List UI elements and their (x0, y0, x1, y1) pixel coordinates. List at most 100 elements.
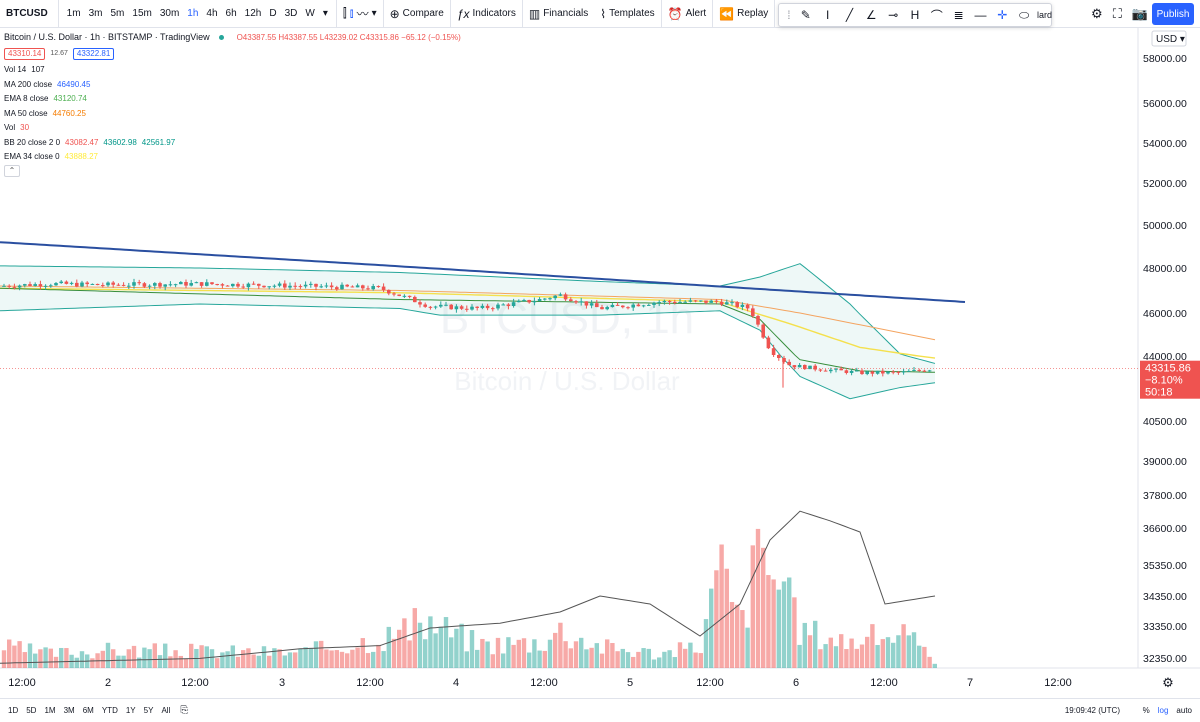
last-price-tag (1140, 360, 1200, 399)
indicator-value: 43888.27 (64, 152, 98, 162)
volume-bar (209, 649, 215, 668)
candle-body (870, 371, 875, 374)
financials-button[interactable]: ▥ Financials (521, 0, 594, 28)
camera-icon[interactable]: 📷 (1131, 6, 1148, 21)
interval-1m[interactable]: 1m (66, 7, 81, 19)
candle-body (59, 281, 63, 284)
range-3m[interactable]: 3M (63, 706, 75, 715)
interval-3m[interactable]: 3m (88, 7, 103, 19)
axis-settings-icon[interactable]: ⚙ (1162, 676, 1174, 691)
interval-5m[interactable]: 5m (110, 7, 125, 19)
alert-button[interactable]: ⏰ Alert (660, 0, 713, 28)
price-tick-label: 48000.00 (1143, 263, 1187, 275)
indicator-row[interactable]: Vol 30 (4, 121, 461, 136)
candle-body (704, 300, 708, 303)
volume-bar (735, 604, 740, 668)
symbol-search[interactable]: BTCUSD (0, 0, 59, 28)
measure-icon[interactable]: H (910, 8, 920, 22)
compare-button[interactable]: ⊕ Compare (382, 0, 450, 28)
indicator-row[interactable]: Vol 14 107 (4, 63, 461, 78)
volume-bar (527, 652, 532, 668)
candle-body (423, 304, 427, 307)
candle-body (579, 301, 583, 303)
range-6m[interactable]: 6M (82, 706, 94, 715)
volume-bar (547, 639, 553, 668)
fullscreen-icon[interactable]: ⛶ (1112, 6, 1122, 21)
indicator-row[interactable]: EMA 8 close 43120.74 (4, 92, 461, 107)
volume-bar (589, 647, 594, 668)
indicator-row[interactable]: MA 200 close 46490.45 (4, 77, 461, 92)
candle-body (418, 302, 422, 305)
candle-body (735, 302, 739, 307)
indicators-button[interactable]: ƒx Indicators (449, 0, 522, 28)
settings-icon[interactable]: ⚙ (1091, 6, 1103, 21)
interval-30m[interactable]: 30m (159, 7, 180, 19)
bid-price[interactable]: 43310.14 (4, 47, 46, 60)
price-tick-label: 35350.00 (1143, 560, 1187, 572)
candle-body (142, 283, 147, 287)
range-1y[interactable]: 1Y (125, 706, 136, 715)
drag-handle-icon[interactable]: ⁞ (787, 8, 791, 22)
indicator-row[interactable]: EMA 34 close 0 43888.27 (4, 150, 461, 165)
plus-circle-icon: ⊕ (389, 6, 400, 21)
log-toggle[interactable]: log (1157, 706, 1169, 715)
range-5d[interactable]: 5D (26, 706, 37, 715)
trend-line-icon[interactable]: ╱ (845, 8, 854, 22)
utc-clock[interactable]: 19:09:42 (UTC) (1064, 706, 1120, 715)
candle-body (813, 365, 817, 370)
range-1d[interactable]: 1D (8, 706, 19, 715)
brush-icon[interactable]: ✎ (800, 8, 811, 22)
candle-body (101, 285, 105, 287)
interval-4h[interactable]: 4h (206, 7, 218, 19)
indicator-row[interactable]: MA 50 close 44760.25 (4, 106, 461, 121)
volume-bar (303, 647, 308, 668)
bar-style-button[interactable]: ⫿ ⫾ 〰 ▾ (335, 0, 383, 28)
ask-price[interactable]: 43322.81 (72, 47, 115, 60)
series-title[interactable]: Bitcoin / U.S. Dollar · 1h · BITSTAMP · … (4, 32, 210, 43)
indicator-row[interactable]: BB 20 close 2 0 43082.47 43602.98 42561.97 (4, 135, 461, 150)
candle-body (673, 301, 677, 303)
percent-toggle[interactable]: % (1142, 706, 1150, 715)
goto-date-icon[interactable]: ⎘ (180, 705, 189, 716)
interval-3d[interactable]: 3D (284, 7, 298, 19)
interval-1h[interactable]: 1h (187, 7, 199, 19)
collapse-legend-button[interactable]: ⌃ (4, 165, 20, 178)
candle-body (153, 283, 157, 286)
interval-15m[interactable]: 15m (132, 7, 152, 19)
range-ytd[interactable]: YTD (101, 706, 118, 715)
range-1m[interactable]: 1M (44, 706, 56, 715)
candle-body (137, 282, 141, 284)
horizontal-ray-icon[interactable]: ⊸ (888, 8, 899, 22)
templates-button[interactable]: ⌇ Templates (594, 0, 660, 28)
interval-6h[interactable]: 6h (225, 7, 237, 19)
publish-button[interactable]: Publish (1152, 3, 1194, 25)
fib-icon[interactable]: ≣ (953, 8, 964, 22)
crosshair-icon[interactable]: ✛ (997, 8, 1008, 22)
candle-body (678, 301, 682, 303)
replay-button[interactable]: ⏪ Replay (712, 0, 774, 28)
interval-dropdown-icon[interactable]: ▾ (322, 7, 328, 19)
range-all[interactable]: All (161, 706, 171, 715)
indicator-label: MA 200 close (4, 79, 53, 89)
ma200-line (0, 241, 966, 303)
range-5y[interactable]: 5Y (143, 706, 154, 715)
path-icon[interactable]: ⌒ (930, 8, 943, 23)
horizontal-line-icon[interactable]: — (974, 8, 987, 22)
volume-bar (178, 655, 183, 668)
auto-toggle[interactable]: auto (1176, 706, 1192, 715)
candle-body (886, 371, 890, 374)
volume-bar (199, 645, 204, 668)
ellipse-icon[interactable]: ⬭ (1018, 7, 1030, 22)
angle-icon[interactable]: ∠ (865, 8, 877, 22)
candle-body (548, 298, 552, 300)
interval-12h[interactable]: 12h (244, 7, 262, 19)
interval-1w[interactable]: W (305, 7, 315, 19)
cursor-text-icon[interactable]: I (825, 8, 830, 22)
candle-body (927, 370, 932, 372)
candle-body (335, 287, 339, 290)
interval-1d[interactable]: D (269, 7, 277, 19)
candle-body (532, 301, 537, 303)
bottom-toolbar: 1D 5D 1M 3M 6M YTD 1Y 5Y All ⎘ 19:09:42 (UTC) % … (0, 698, 1200, 722)
volume-bar (230, 645, 235, 668)
